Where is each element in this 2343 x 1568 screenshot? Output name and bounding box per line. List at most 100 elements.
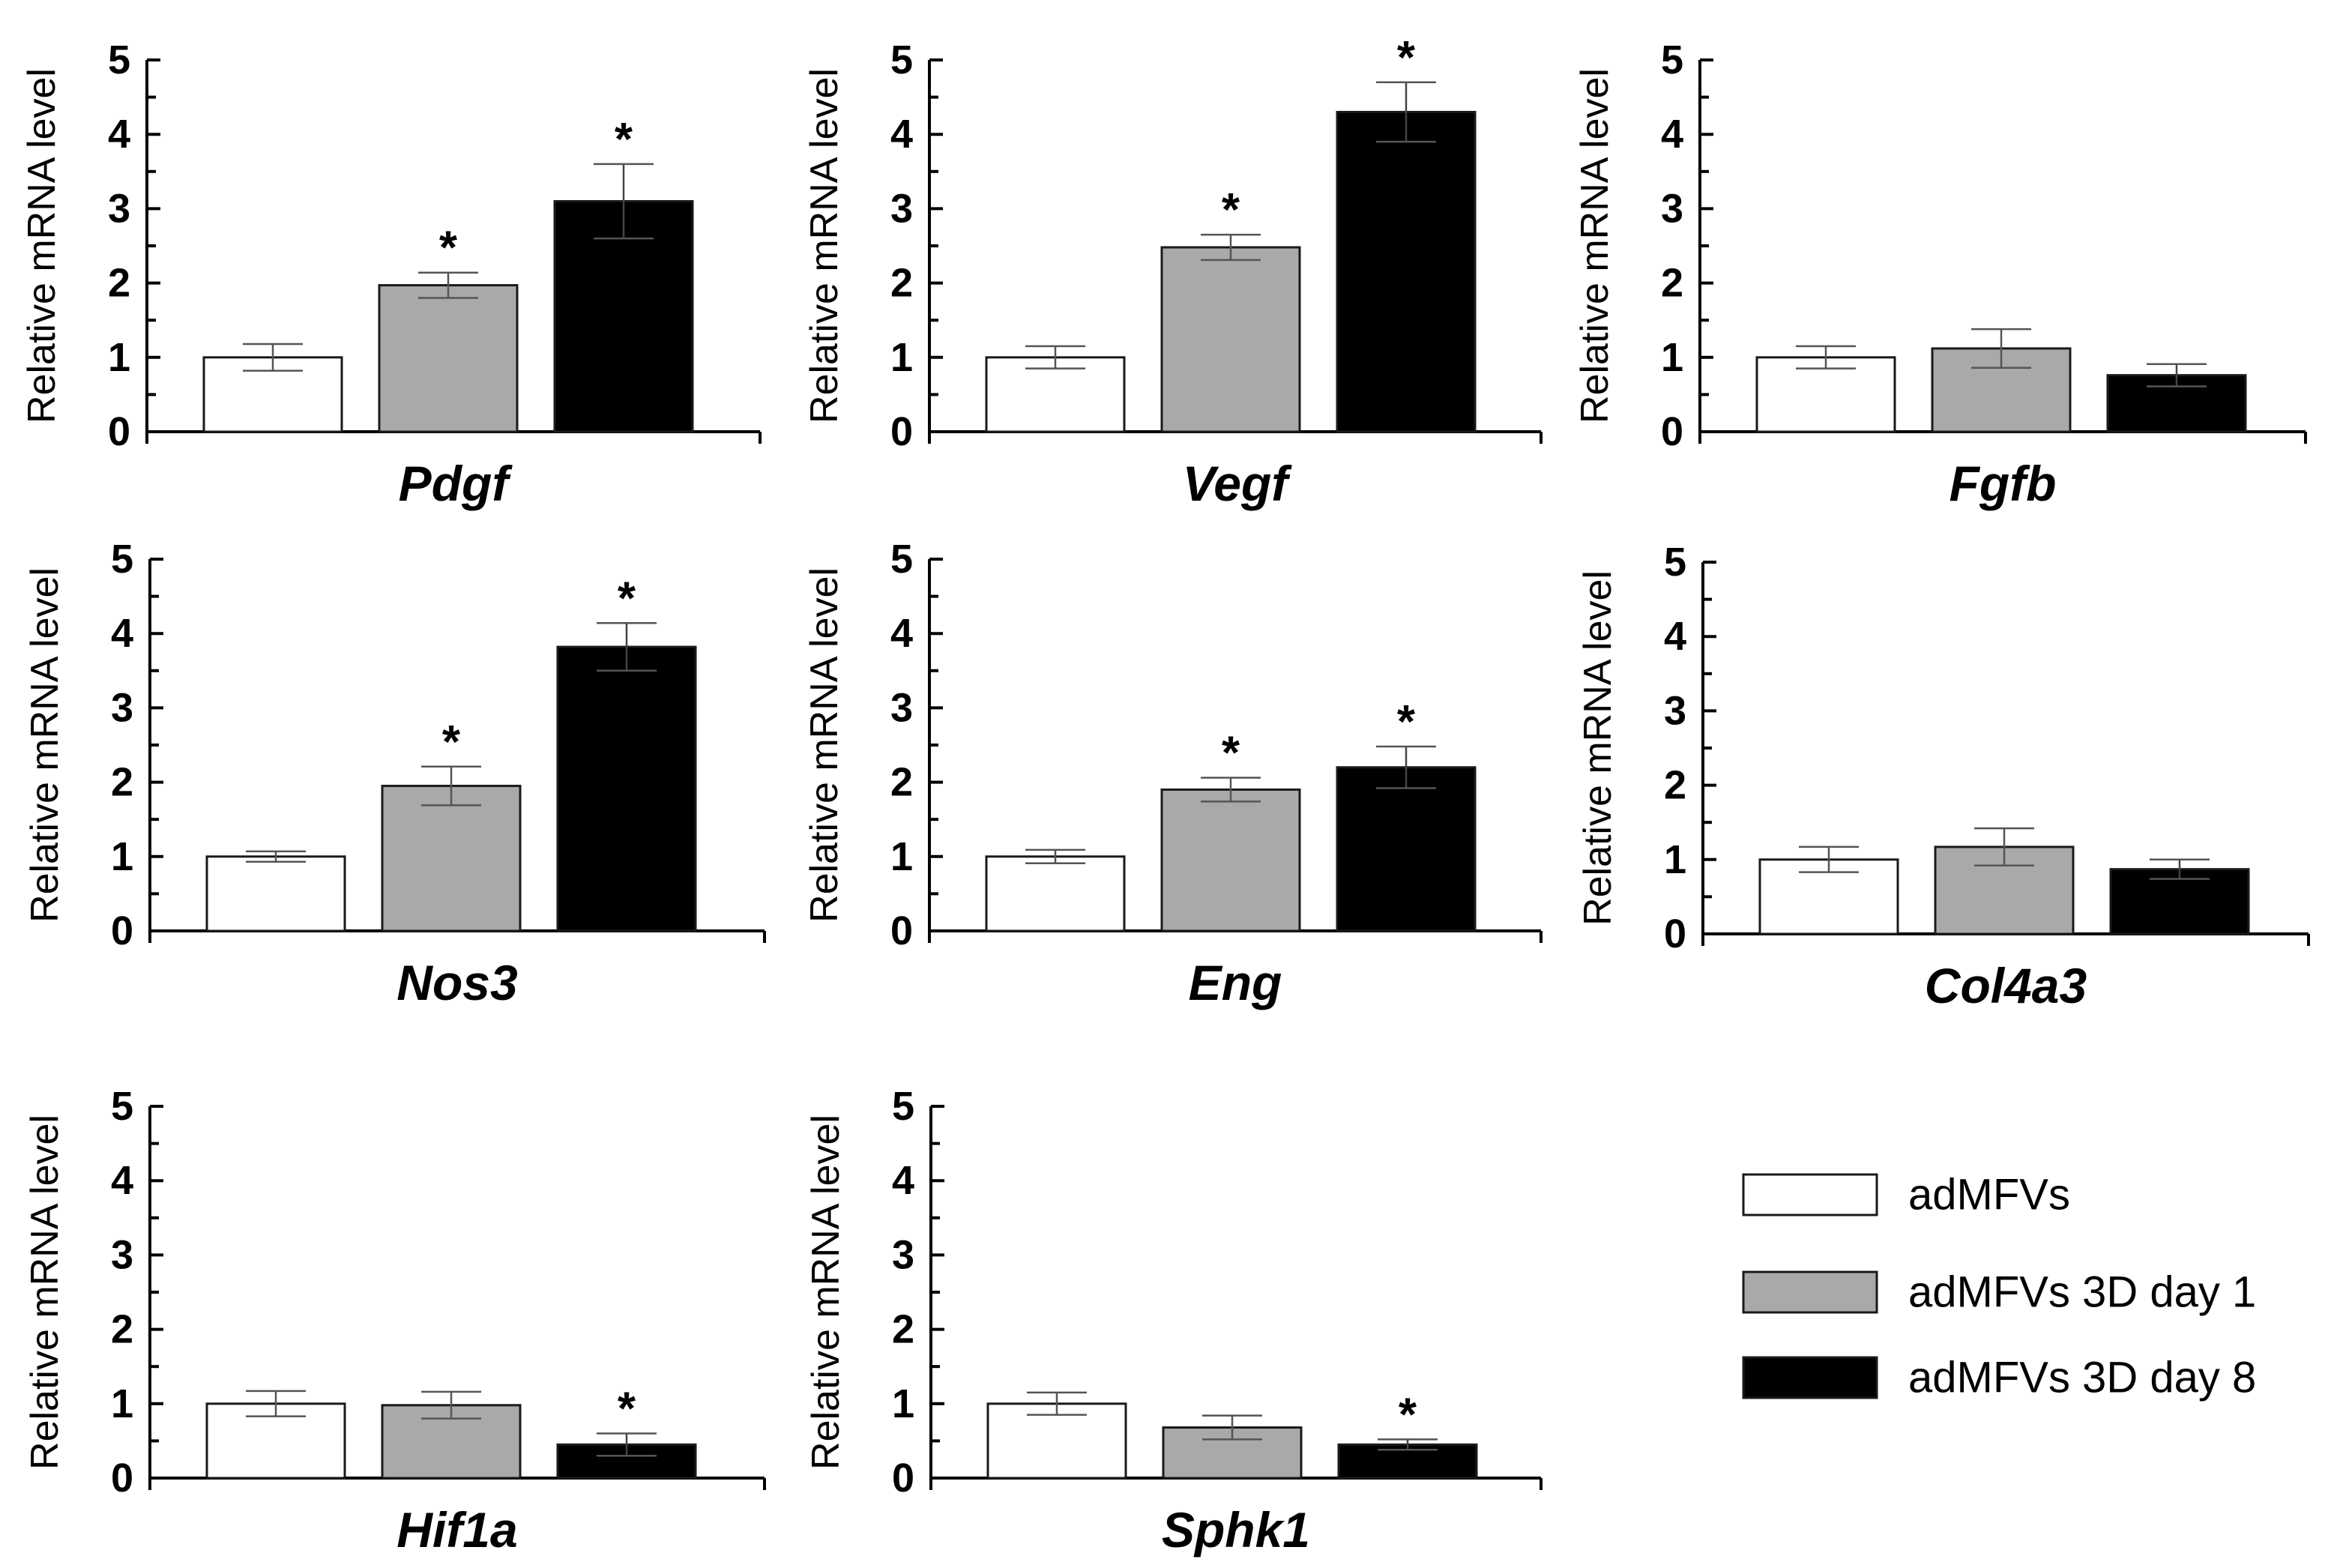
significance-star: * bbox=[1397, 32, 1416, 84]
bar-admfvs bbox=[205, 855, 346, 932]
chart-eng: 0 1 2 3 4 5 Relative mRNA level * * Eng bbox=[803, 537, 1543, 1010]
y-tick-label: 0 bbox=[111, 908, 133, 953]
y-tick-label: 1 bbox=[890, 335, 913, 380]
y-tick-label: 0 bbox=[892, 1456, 914, 1501]
legend-swatch bbox=[1742, 1356, 1878, 1399]
y-tick-label: 1 bbox=[111, 1381, 133, 1426]
error-bar bbox=[1025, 345, 1085, 370]
gene-label: Col4a3 bbox=[1925, 958, 2087, 1013]
error-bar bbox=[2150, 858, 2210, 880]
error-bar bbox=[1027, 1391, 1087, 1416]
y-tick-label: 2 bbox=[890, 261, 913, 306]
bar-day1 bbox=[1160, 788, 1301, 932]
bar-admfvs bbox=[1755, 356, 1896, 433]
error-bar bbox=[246, 1390, 306, 1417]
chart-nos3: 0 1 2 3 4 5 Relative mRNA level * * Nos3 bbox=[23, 537, 766, 1010]
error-bar bbox=[2147, 363, 2207, 388]
legend-item-day8: adMFVs 3D day 8 bbox=[1742, 1354, 2256, 1402]
error-bar bbox=[1201, 233, 1261, 262]
y-tick-label: 3 bbox=[890, 186, 913, 231]
chart-hif1a: 0 1 2 3 4 5 Relative mRNA level * Hif1a bbox=[23, 1084, 766, 1558]
y-tick-label: 5 bbox=[890, 537, 913, 582]
chart-col4a3: 0 1 2 3 4 5 Relative mRNA level Col4a3 bbox=[1576, 540, 2310, 1013]
chart-fgfb: 0 1 2 3 4 5 Relative mRNA level Fgfb bbox=[1573, 37, 2307, 511]
y-tick-label: 3 bbox=[1661, 186, 1683, 231]
y-tick-label: 1 bbox=[1664, 837, 1686, 882]
legend-label: adMFVs 3D day 1 bbox=[1908, 1268, 2256, 1317]
y-tick-label: 5 bbox=[108, 37, 130, 82]
y-axis-title: Relative mRNA level bbox=[1576, 570, 1620, 926]
y-axis-title: Relative mRNA level bbox=[803, 68, 846, 423]
bar-day8 bbox=[553, 199, 694, 433]
chart-pdgf: 0 1 2 3 4 5 Relative mRNA level * * Pdgf bbox=[20, 37, 762, 511]
y-axis-title: Relative mRNA level bbox=[1573, 68, 1617, 423]
error-bar bbox=[421, 765, 481, 806]
y-tick-label: 5 bbox=[892, 1084, 914, 1129]
legend-swatch bbox=[1742, 1270, 1878, 1314]
gene-label: Nos3 bbox=[396, 955, 517, 1010]
bar-day8 bbox=[1336, 110, 1477, 433]
significance-star: * bbox=[442, 717, 461, 768]
error-bar bbox=[1799, 845, 1859, 873]
error-bar bbox=[418, 271, 478, 299]
y-tick-label: 5 bbox=[1664, 540, 1686, 585]
bar-day1 bbox=[1160, 246, 1301, 433]
y-tick-label: 1 bbox=[892, 1381, 914, 1426]
error-bar bbox=[1796, 345, 1856, 370]
bar-day1 bbox=[381, 785, 522, 932]
y-tick-label: 4 bbox=[1664, 614, 1686, 659]
significance-star: * bbox=[618, 1383, 636, 1435]
legend-item-admfvs: adMFVs bbox=[1742, 1171, 2070, 1219]
bar-day1 bbox=[378, 284, 519, 433]
error-bar bbox=[1974, 827, 2034, 866]
chart-sphk1: 0 1 2 3 4 5 Relative mRNA level * Sphk1 bbox=[804, 1084, 1543, 1558]
legend: adMFVs adMFVs 3D day 1 adMFVs 3D day 8 bbox=[1742, 1171, 2256, 1402]
y-axis-title: Relative mRNA level bbox=[803, 567, 846, 923]
bar-admfvs bbox=[985, 356, 1126, 433]
significance-star: * bbox=[1399, 1389, 1417, 1441]
y-tick-label: 3 bbox=[108, 186, 130, 231]
error-bar bbox=[1971, 328, 2031, 369]
y-tick-label: 3 bbox=[111, 1232, 133, 1277]
y-tick-label: 5 bbox=[890, 37, 913, 82]
bar-admfvs bbox=[986, 1402, 1127, 1480]
significance-star: * bbox=[1222, 184, 1240, 236]
y-tick-label: 5 bbox=[1661, 37, 1683, 82]
legend-label: adMFVs bbox=[1908, 1171, 2070, 1219]
y-tick-label: 2 bbox=[892, 1307, 914, 1352]
y-tick-label: 1 bbox=[108, 335, 130, 380]
bar-day8 bbox=[556, 1443, 697, 1480]
gene-label: Eng bbox=[1189, 955, 1282, 1010]
y-tick-label: 2 bbox=[111, 760, 133, 805]
y-tick-label: 5 bbox=[111, 537, 133, 582]
error-bar bbox=[243, 343, 303, 372]
y-tick-label: 2 bbox=[890, 760, 913, 805]
error-bar bbox=[1376, 81, 1436, 143]
y-tick-label: 0 bbox=[108, 409, 130, 454]
y-tick-label: 4 bbox=[111, 611, 133, 656]
error-bar bbox=[1376, 745, 1436, 789]
y-tick-label: 4 bbox=[890, 112, 913, 157]
y-axis-title: Relative mRNA level bbox=[23, 567, 67, 923]
significance-star: * bbox=[618, 573, 636, 624]
legend-item-day1: adMFVs 3D day 1 bbox=[1742, 1268, 2256, 1317]
error-bar bbox=[594, 163, 654, 240]
chart-vegf: 0 1 2 3 4 5 Relative mRNA level * * Vegf bbox=[803, 32, 1543, 511]
y-tick-label: 2 bbox=[108, 261, 130, 306]
gene-label: Sphk1 bbox=[1162, 1502, 1310, 1558]
y-tick-label: 0 bbox=[890, 908, 913, 953]
significance-star: * bbox=[1397, 696, 1416, 748]
significance-star: * bbox=[615, 114, 633, 166]
y-tick-label: 1 bbox=[111, 834, 133, 879]
y-tick-label: 3 bbox=[892, 1232, 914, 1277]
y-tick-label: 1 bbox=[890, 834, 913, 879]
bar-admfvs bbox=[985, 855, 1126, 932]
bar-day8 bbox=[2109, 868, 2250, 935]
y-axis-title: Relative mRNA level bbox=[23, 1115, 67, 1470]
bar-day8 bbox=[556, 645, 697, 932]
significance-star: * bbox=[439, 223, 458, 274]
y-tick-label: 0 bbox=[111, 1456, 133, 1501]
error-bar bbox=[1202, 1414, 1262, 1441]
y-tick-label: 4 bbox=[892, 1158, 914, 1203]
